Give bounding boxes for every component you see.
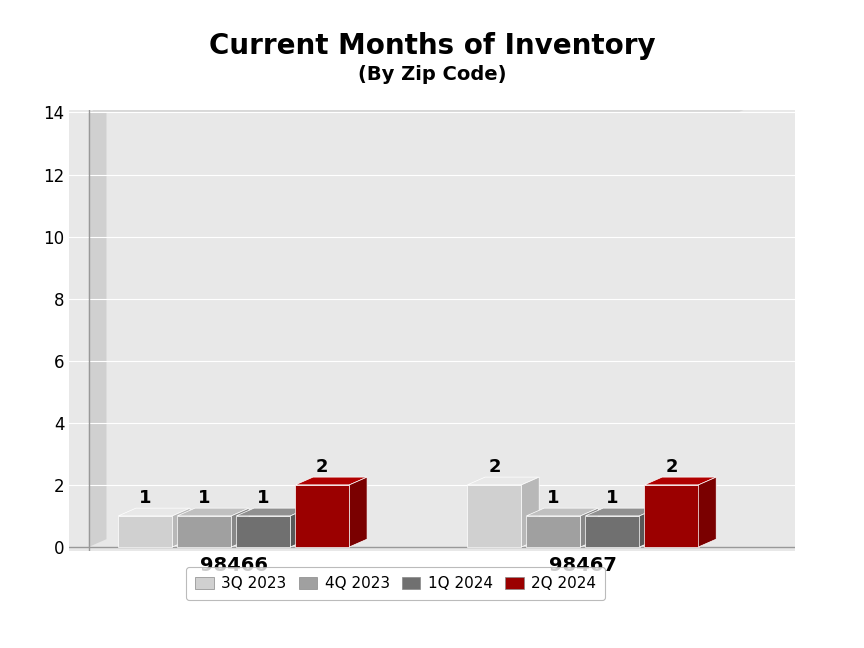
- Text: 1: 1: [257, 489, 270, 507]
- Polygon shape: [645, 485, 698, 547]
- Polygon shape: [698, 477, 716, 547]
- Polygon shape: [295, 485, 349, 547]
- Polygon shape: [349, 477, 367, 547]
- Polygon shape: [581, 508, 598, 547]
- Text: 1: 1: [198, 489, 211, 507]
- Polygon shape: [295, 477, 367, 485]
- Polygon shape: [236, 508, 308, 516]
- Polygon shape: [89, 105, 755, 113]
- Polygon shape: [118, 516, 173, 547]
- Polygon shape: [586, 508, 658, 516]
- Polygon shape: [526, 516, 581, 547]
- Polygon shape: [639, 508, 658, 547]
- Polygon shape: [173, 508, 190, 547]
- Polygon shape: [522, 477, 539, 547]
- Polygon shape: [526, 508, 598, 516]
- Polygon shape: [586, 516, 639, 547]
- Text: (By Zip Code): (By Zip Code): [358, 65, 506, 84]
- Polygon shape: [467, 477, 539, 485]
- Text: 1: 1: [547, 489, 560, 507]
- Polygon shape: [232, 508, 249, 547]
- Text: 2: 2: [316, 458, 328, 476]
- Polygon shape: [236, 516, 290, 547]
- Text: Current Months of Inventory: Current Months of Inventory: [209, 32, 655, 60]
- Text: 2: 2: [665, 458, 677, 476]
- Polygon shape: [89, 105, 106, 547]
- Text: 1: 1: [139, 489, 151, 507]
- Text: 1: 1: [607, 489, 619, 507]
- Polygon shape: [177, 516, 232, 547]
- Text: 2: 2: [488, 458, 501, 476]
- Legend: 3Q 2023, 4Q 2023, 1Q 2024, 2Q 2024: 3Q 2023, 4Q 2023, 1Q 2024, 2Q 2024: [186, 567, 606, 601]
- Polygon shape: [467, 485, 522, 547]
- Polygon shape: [118, 508, 190, 516]
- Polygon shape: [645, 477, 716, 485]
- Polygon shape: [177, 508, 249, 516]
- Polygon shape: [290, 508, 308, 547]
